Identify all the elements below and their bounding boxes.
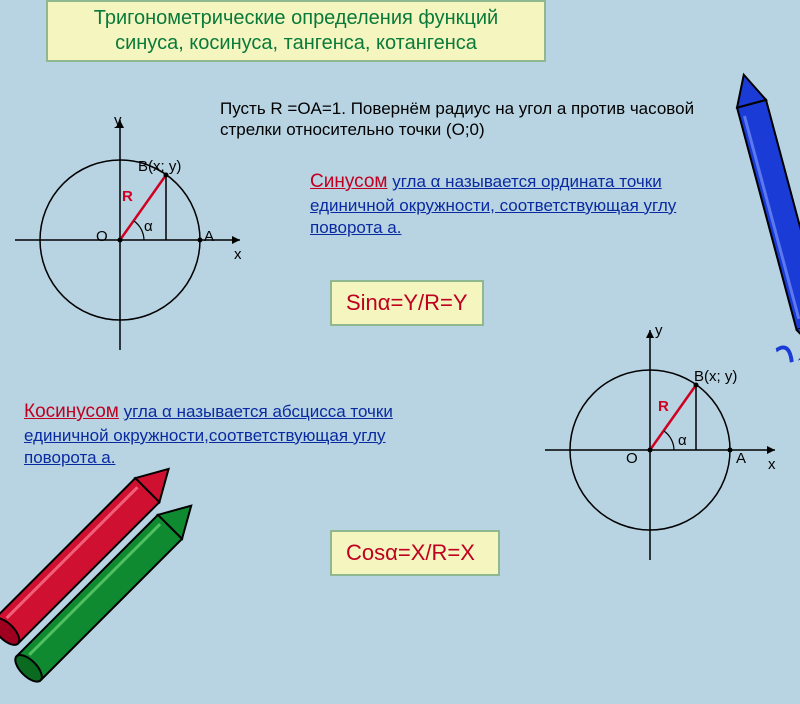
- c1-label-x: x: [234, 246, 242, 263]
- c1-label-y: y: [114, 112, 122, 129]
- c2-label-O: O: [626, 450, 638, 467]
- c2-label-B: B(x; y): [694, 368, 737, 385]
- c2-label-x: x: [768, 456, 776, 473]
- crayon-red-green-icon: [0, 436, 234, 704]
- c2-label-A: A: [736, 450, 746, 467]
- c1-label-A: A: [204, 228, 214, 245]
- formula-sin-text: Sinα=Y/R=Y: [346, 290, 468, 315]
- cos-word: Косинусом: [24, 401, 119, 422]
- sin-word: Синусом: [310, 171, 387, 192]
- c1-label-O: O: [96, 228, 108, 245]
- unit-circle-2: y x O A B(x; y) R α: [540, 320, 780, 565]
- formula-cos: Cosα=X/R=X: [330, 530, 500, 576]
- intro-text: Пусть R =OA=1. Повернём радиус на угол а…: [220, 98, 750, 141]
- c2-label-R: R: [658, 398, 669, 415]
- title-box: Тригонометрические определения функций с…: [46, 0, 546, 62]
- c1-label-B: B(x; y): [138, 158, 181, 175]
- unit-circle-1: y x O A B(x; y) R α: [10, 110, 250, 355]
- c2-label-y: y: [655, 322, 663, 339]
- definition-cos: Косинусом угла α называется абсцисса точ…: [24, 400, 404, 469]
- definition-sin: Синусом угла α называется ордината точки…: [310, 170, 730, 239]
- title-text: Тригонометрические определения функций с…: [94, 7, 498, 54]
- intro-text-content: Пусть R =OA=1. Повернём радиус на угол а…: [220, 99, 694, 139]
- c2-label-alpha: α: [678, 432, 687, 449]
- c1-label-R: R: [122, 188, 133, 205]
- formula-sin: Sinα=Y/R=Y: [330, 280, 484, 326]
- c1-label-alpha: α: [144, 218, 153, 235]
- unit-circle-2-svg: [540, 320, 780, 560]
- formula-cos-text: Cosα=X/R=X: [346, 540, 475, 565]
